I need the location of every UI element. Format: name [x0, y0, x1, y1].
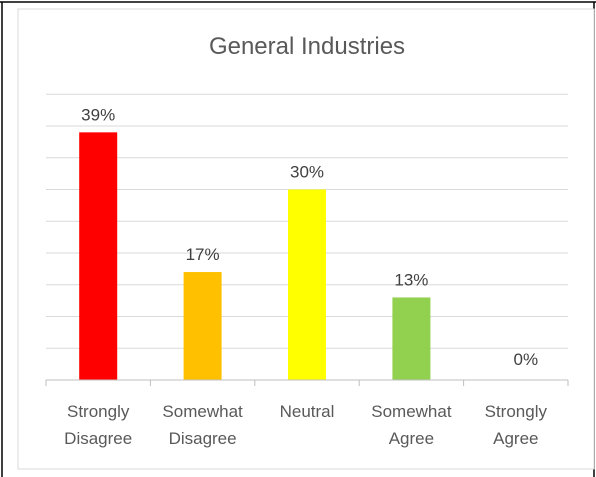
- bar: [392, 297, 431, 380]
- category-label: Agree: [493, 429, 538, 448]
- chart-title: General Industries: [209, 33, 405, 60]
- data-labels: 39% 17% 30% 13% 0%: [81, 105, 538, 369]
- category-label: Somewhat: [162, 402, 243, 421]
- data-label: 39%: [81, 105, 115, 124]
- bars: [79, 132, 431, 380]
- x-axis: [45, 379, 569, 386]
- category-label: Agree: [389, 429, 434, 448]
- category-label: Neutral: [280, 402, 335, 421]
- bar: [183, 272, 222, 380]
- category-labels: Strongly Disagree Somewhat Disagree Neutral S…: [64, 402, 547, 448]
- data-label: 30%: [290, 163, 324, 182]
- data-label: 13%: [394, 270, 428, 289]
- category-label: Strongly: [67, 402, 130, 421]
- category-label: Disagree: [169, 429, 237, 448]
- bar: [79, 132, 118, 380]
- category-label: Somewhat: [371, 402, 452, 421]
- data-label: 17%: [186, 245, 220, 264]
- category-label: Disagree: [64, 429, 132, 448]
- data-label: 0%: [514, 350, 539, 369]
- bar: [288, 189, 326, 380]
- category-label: Strongly: [485, 402, 548, 421]
